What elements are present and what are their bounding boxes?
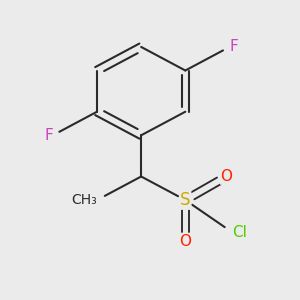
Text: S: S xyxy=(180,191,190,209)
Text: Cl: Cl xyxy=(232,225,247,240)
Text: CH₃: CH₃ xyxy=(71,193,97,207)
Text: O: O xyxy=(220,169,232,184)
Text: O: O xyxy=(179,234,191,249)
Text: F: F xyxy=(44,128,53,143)
Text: F: F xyxy=(230,39,238,54)
